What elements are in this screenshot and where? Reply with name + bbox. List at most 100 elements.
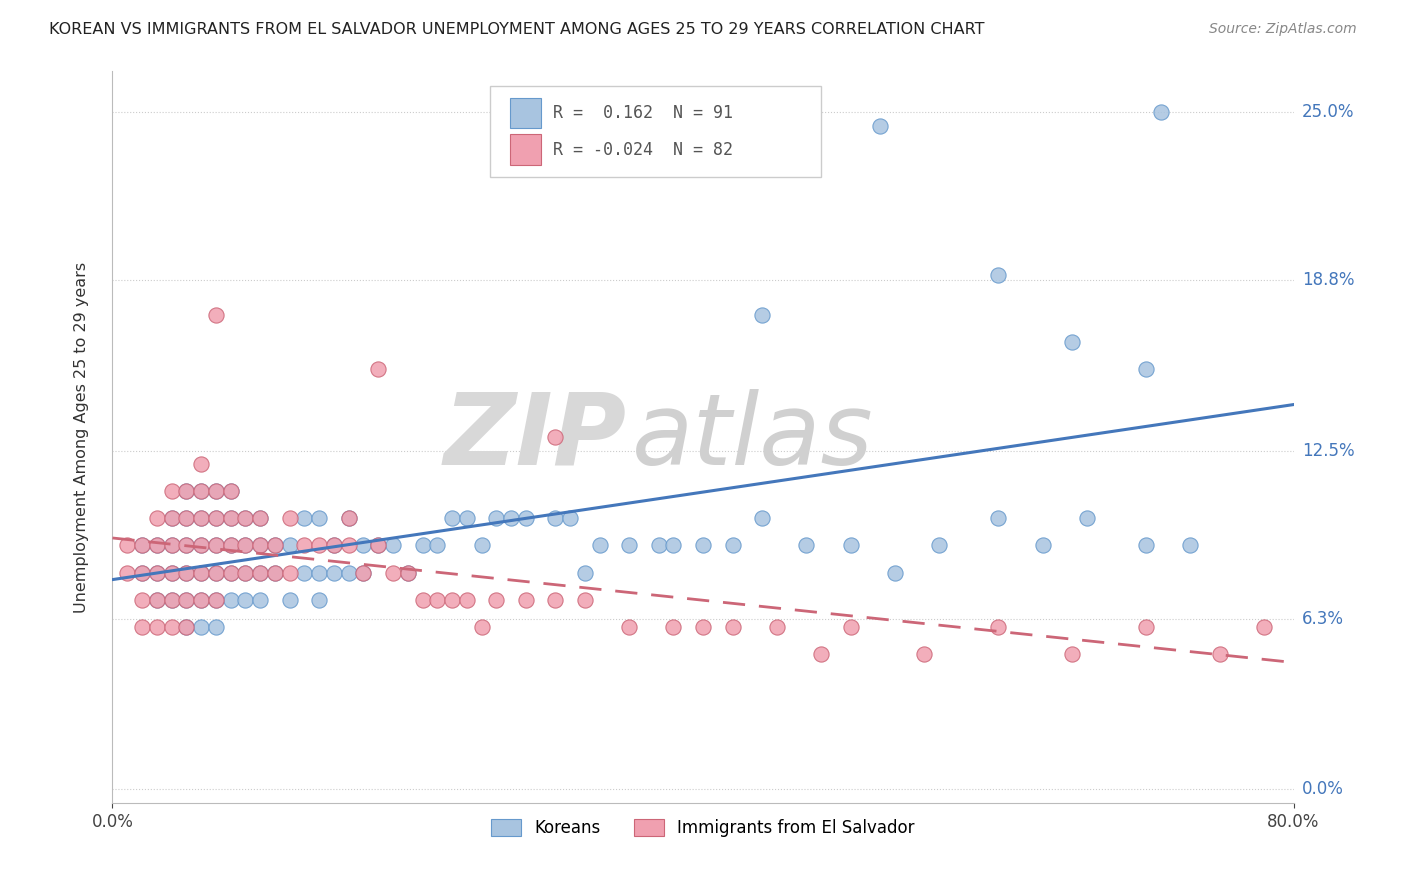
Point bbox=[174, 566, 197, 580]
Point bbox=[190, 538, 212, 552]
Point bbox=[131, 592, 153, 607]
Point bbox=[264, 566, 287, 580]
Point bbox=[501, 511, 523, 525]
Point bbox=[117, 538, 138, 552]
Point bbox=[292, 538, 315, 552]
Point bbox=[146, 538, 169, 552]
Point bbox=[558, 511, 582, 525]
Point bbox=[219, 511, 242, 525]
Point bbox=[146, 566, 169, 580]
Point bbox=[1032, 538, 1054, 552]
Point bbox=[692, 538, 714, 552]
Point bbox=[249, 538, 271, 552]
Point bbox=[692, 620, 714, 634]
Point bbox=[190, 620, 212, 634]
Point bbox=[174, 620, 197, 634]
Point bbox=[1253, 620, 1275, 634]
Point bbox=[323, 538, 346, 552]
Point bbox=[367, 538, 389, 552]
Point bbox=[308, 511, 330, 525]
Point bbox=[249, 566, 271, 580]
Point bbox=[839, 620, 862, 634]
Point bbox=[205, 511, 228, 525]
Point bbox=[352, 566, 374, 580]
Point bbox=[662, 620, 685, 634]
Point bbox=[337, 511, 360, 525]
Point bbox=[367, 362, 389, 376]
Point bbox=[721, 538, 744, 552]
Point bbox=[485, 592, 508, 607]
Point bbox=[233, 511, 256, 525]
Point bbox=[205, 566, 228, 580]
Point bbox=[190, 566, 212, 580]
Point bbox=[233, 566, 256, 580]
Point bbox=[264, 538, 287, 552]
Point bbox=[233, 511, 256, 525]
Point bbox=[1135, 538, 1157, 552]
Point bbox=[396, 566, 419, 580]
Point bbox=[160, 566, 183, 580]
Text: ZIP: ZIP bbox=[443, 389, 626, 485]
Point bbox=[190, 484, 212, 499]
Point bbox=[796, 538, 818, 552]
Point bbox=[544, 511, 567, 525]
Point bbox=[205, 620, 228, 634]
Point bbox=[441, 511, 464, 525]
Point bbox=[662, 538, 685, 552]
Point bbox=[337, 511, 360, 525]
Point bbox=[308, 538, 330, 552]
Point bbox=[249, 511, 271, 525]
Point bbox=[337, 538, 360, 552]
Point bbox=[146, 592, 169, 607]
FancyBboxPatch shape bbox=[491, 86, 821, 178]
Point bbox=[352, 538, 374, 552]
Point bbox=[1178, 538, 1201, 552]
Point bbox=[441, 592, 464, 607]
Point bbox=[131, 538, 153, 552]
Point bbox=[174, 538, 197, 552]
Point bbox=[382, 566, 405, 580]
Point bbox=[146, 620, 169, 634]
Point bbox=[160, 538, 183, 552]
Text: 6.3%: 6.3% bbox=[1302, 609, 1344, 628]
Point bbox=[1150, 105, 1173, 120]
Point bbox=[219, 566, 242, 580]
Point bbox=[205, 511, 228, 525]
Point bbox=[131, 620, 153, 634]
Point bbox=[174, 511, 197, 525]
Point bbox=[278, 511, 301, 525]
Point bbox=[190, 457, 212, 471]
Point bbox=[219, 484, 242, 499]
Point bbox=[146, 566, 169, 580]
Point bbox=[205, 566, 228, 580]
Point bbox=[426, 538, 449, 552]
Text: 25.0%: 25.0% bbox=[1302, 103, 1354, 121]
Point bbox=[1062, 647, 1084, 661]
Point bbox=[869, 119, 891, 133]
Point bbox=[1208, 647, 1232, 661]
Point bbox=[485, 511, 508, 525]
Point bbox=[839, 538, 862, 552]
Point bbox=[766, 620, 789, 634]
Point bbox=[174, 538, 197, 552]
Point bbox=[249, 538, 271, 552]
Point bbox=[174, 566, 197, 580]
Point bbox=[337, 566, 360, 580]
Point bbox=[146, 538, 169, 552]
Point bbox=[323, 538, 346, 552]
Point bbox=[233, 538, 256, 552]
Point bbox=[278, 592, 301, 607]
Point bbox=[619, 538, 641, 552]
Point bbox=[1135, 620, 1157, 634]
Point bbox=[292, 566, 315, 580]
Point bbox=[588, 538, 610, 552]
Point bbox=[205, 484, 228, 499]
Point bbox=[352, 566, 374, 580]
Point bbox=[160, 511, 183, 525]
Text: 12.5%: 12.5% bbox=[1302, 442, 1354, 459]
Point bbox=[249, 592, 271, 607]
Bar bbox=[510, 98, 541, 128]
Point bbox=[205, 592, 228, 607]
Point bbox=[456, 511, 478, 525]
Point bbox=[308, 592, 330, 607]
